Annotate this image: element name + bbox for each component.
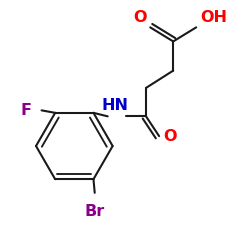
Text: HN: HN — [102, 98, 128, 113]
Text: F: F — [21, 103, 32, 118]
Text: Br: Br — [84, 204, 105, 219]
Text: O: O — [164, 128, 177, 144]
Text: OH: OH — [200, 10, 227, 25]
Text: O: O — [133, 10, 146, 25]
